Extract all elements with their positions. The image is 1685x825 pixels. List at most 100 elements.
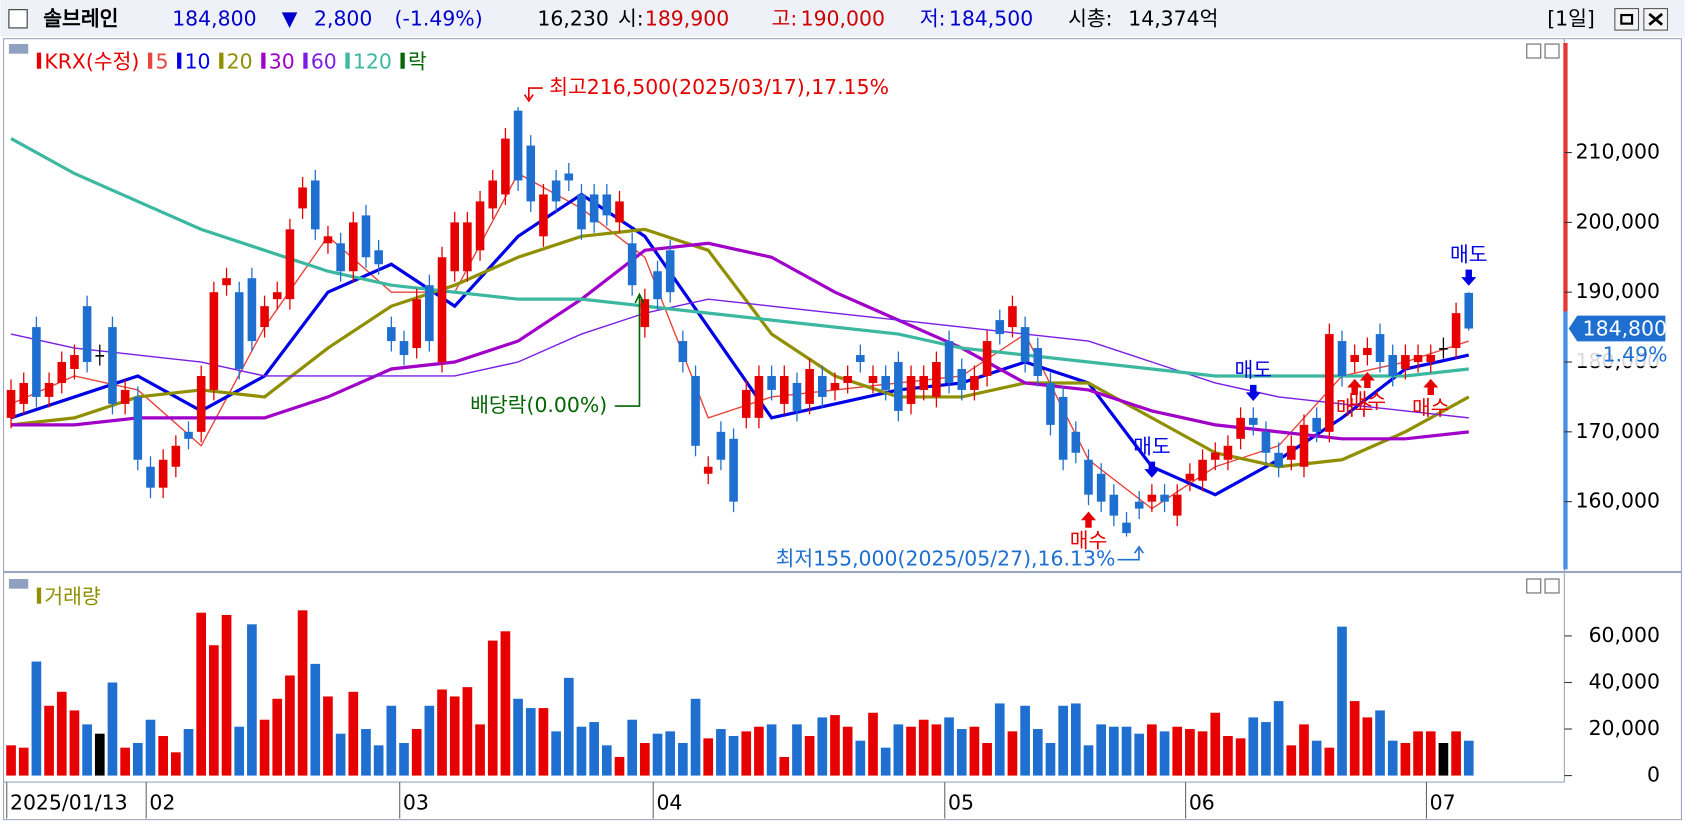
header-bar (0, 0, 1685, 37)
volume-bar (234, 726, 245, 776)
panel-close-button[interactable] (1544, 43, 1560, 59)
candle-body (982, 341, 992, 376)
header-text: 고: (772, 6, 798, 30)
volume-bar (868, 712, 878, 776)
volume-bar (386, 705, 397, 776)
candle-body (589, 194, 599, 223)
candle-body (285, 229, 295, 300)
candle-body (247, 278, 257, 342)
candle-body (1236, 417, 1245, 439)
candle-body (539, 194, 548, 237)
volume-bar (1299, 724, 1309, 776)
volume-bar (944, 717, 954, 776)
candle-body (272, 292, 282, 300)
panel-max-button[interactable] (1526, 43, 1542, 59)
maximize-button[interactable] (1614, 8, 1640, 31)
candle-body (425, 285, 434, 342)
volume-bar (956, 729, 967, 776)
volume-bar (1248, 717, 1259, 776)
volume-bar (1463, 740, 1474, 776)
annotation-arrow (523, 87, 543, 103)
volume-bar (1311, 740, 1322, 776)
volume-bar (1223, 736, 1233, 776)
volume-bar (82, 724, 92, 776)
legend-label: 5 (155, 49, 168, 73)
candle-body (44, 382, 54, 397)
volume-bar (348, 691, 359, 776)
candle-body (1198, 459, 1207, 481)
volume-bar (209, 645, 219, 776)
candle-body (1375, 334, 1385, 363)
header-text: 184,500 (949, 6, 1033, 30)
annotation-arrow (614, 292, 645, 407)
sell-arrow (1245, 384, 1261, 401)
volume-bar (804, 736, 815, 776)
volume-bar (18, 747, 29, 776)
annotation-text: 최고216,500(2025/03/17),17.15% (549, 75, 889, 99)
header-text: (-1.49%) (395, 6, 483, 30)
candle-body (57, 362, 67, 383)
legend-label: 거래량 (44, 584, 101, 608)
panel-max-button[interactable] (1526, 578, 1542, 594)
candle-body (501, 138, 510, 195)
candle-body (1413, 355, 1423, 363)
volume-bar (221, 614, 232, 776)
signal-label: 매수 (1336, 396, 1374, 420)
checkbox[interactable] (8, 9, 28, 29)
candle-body (894, 362, 903, 411)
close-icon (1648, 12, 1663, 26)
volume-bar (272, 698, 283, 776)
candle-body (222, 278, 231, 286)
volume-bar (1020, 705, 1030, 776)
x-tick-label: 04 (656, 791, 682, 815)
volume-bar (1413, 731, 1423, 776)
volume-bar (551, 731, 561, 776)
volume-bar (44, 705, 54, 776)
moving-average-line (11, 241, 1469, 441)
volume-bar (399, 743, 409, 776)
volume-bar (1337, 626, 1347, 776)
candle-body (1172, 494, 1182, 516)
annotation-text: 최저155,000(2025/05/27),16.13% (776, 547, 1116, 571)
candle-body (184, 431, 193, 439)
candle-body (1363, 348, 1372, 356)
candle-body (729, 438, 738, 502)
header-text: 184,800 (172, 6, 256, 30)
candle-body (1337, 341, 1347, 376)
volume-bar (576, 726, 587, 776)
candle-body (779, 375, 789, 404)
volume-bar (1058, 705, 1068, 776)
y-tick-label: 40,000 (1589, 669, 1660, 693)
candle-body (1096, 473, 1106, 502)
candle-body (475, 201, 485, 251)
panel-close-button[interactable] (1544, 578, 1560, 594)
price-tag: 184,800 (1583, 317, 1667, 341)
volume-bar (1109, 726, 1119, 776)
header-text: 시총: (1068, 6, 1112, 30)
candle-body (1033, 348, 1043, 376)
candle-body (906, 375, 916, 404)
volume-bar (817, 717, 828, 776)
candle-body (1134, 501, 1144, 509)
volume-bar (893, 724, 904, 776)
y-tick-label: 210,000 (1576, 140, 1660, 164)
moving-average-line (10, 137, 1469, 378)
buy-arrow (1347, 378, 1363, 396)
volume-bar (6, 745, 16, 776)
candle-body (82, 306, 92, 363)
candle-body (1350, 355, 1359, 363)
signal-label: 매도 (1235, 358, 1273, 382)
volume-bar (1134, 733, 1145, 776)
volume-bar (1349, 701, 1360, 776)
legend-swatch (36, 587, 42, 604)
volume-bar (640, 743, 650, 776)
volume-bar (56, 691, 67, 776)
legend-label: 20 (227, 49, 253, 73)
legend-swatch (177, 52, 182, 69)
header-text: [1일] (1547, 6, 1595, 30)
legend-swatch (147, 52, 153, 69)
y-tick-label: 0 (1647, 763, 1660, 787)
candle-body (944, 341, 954, 383)
candle-body (450, 222, 460, 272)
signal-label: 매수 (1349, 389, 1387, 413)
